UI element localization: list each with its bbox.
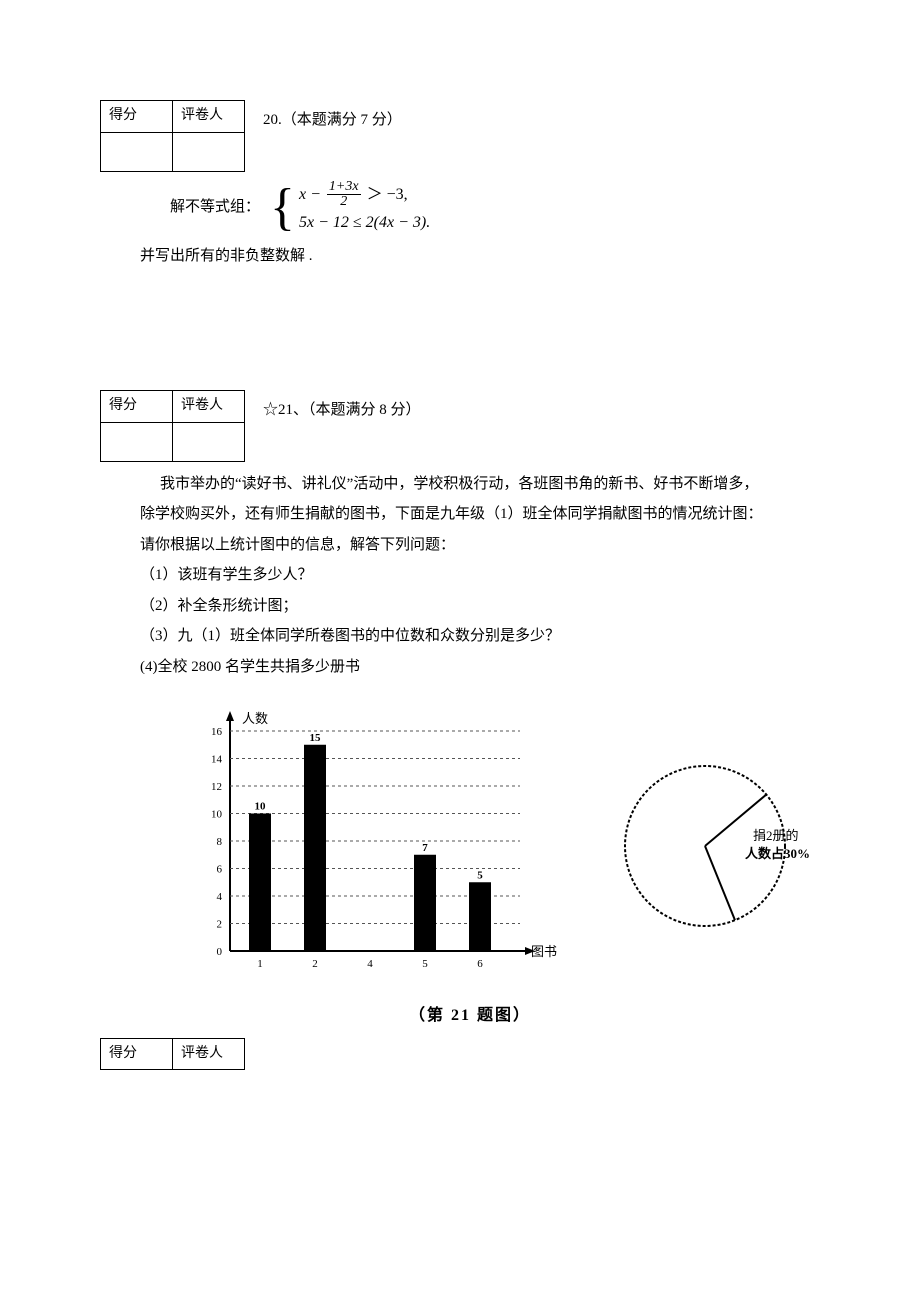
bar-chart: 0 2 4 6 8 10 12 14 16 人数 10 1 15 2 4 7 5 5 6 图书（册） [180,701,560,991]
q20-prefix: 解不等式组： [170,193,260,222]
pie-chart: 捐2册的人数占30% [610,746,820,946]
svg-text:4: 4 [217,891,223,903]
svg-text:7: 7 [422,842,428,854]
svg-text:6: 6 [217,864,223,876]
svg-text:4: 4 [367,958,373,970]
q20-title: 20.（本题满分 7 分） [263,106,402,135]
eq-line-2: 5x − 12 ≤ 2(4x − 3). [299,210,430,236]
svg-text:15: 15 [310,732,322,744]
score-header-score: 得分 [101,391,173,423]
left-brace-icon: { [270,182,295,234]
score-header-marker: 评卷人 [173,391,245,423]
q21-para-3: 请你根据以上统计图中的信息，解答下列问题： [140,531,840,560]
svg-text:捐2册的: 捐2册的 [753,828,799,843]
figure-caption: （第 21 题图） [100,1001,840,1031]
svg-text:16: 16 [211,726,223,738]
svg-text:5: 5 [422,958,428,970]
svg-text:2: 2 [312,958,318,970]
score-table-q20: 得分 评卷人 [100,100,245,172]
q21-para-2: 除学校购买外，还有师生捐献的图书，下面是九年级（1）班全体同学捐献图书的情况统计… [140,500,840,529]
svg-text:人数占30%: 人数占30% [745,846,810,861]
q20-tail: 并写出所有的非负整数解 . [140,242,840,271]
marker-cell-empty [173,132,245,171]
svg-text:0: 0 [217,946,223,958]
svg-text:人数: 人数 [242,711,268,726]
q21-title: ☆21、（本题满分 8 分） [263,396,421,425]
score-cell-empty [101,132,173,171]
score-table-bottom: 得分 评卷人 [100,1038,245,1071]
score-header-score: 得分 [101,101,173,133]
svg-text:10: 10 [211,809,223,821]
q21-sub-4: (4)全校 2800 名学生共捐多少册书 [140,653,840,682]
svg-text:10: 10 [255,801,267,813]
score-header-marker: 评卷人 [173,101,245,133]
q21-header-row: 得分 评卷人 ☆21、（本题满分 8 分） [100,390,840,462]
score-header-marker: 评卷人 [173,1038,245,1070]
q21-sub-3: （3）九（1）班全体同学所卷图书的中位数和众数分别是多少？ [140,622,840,651]
svg-text:2: 2 [217,919,223,931]
svg-text:5: 5 [477,869,483,881]
q20-header-row: 得分 评卷人 20.（本题满分 7 分） [100,100,840,172]
svg-text:12: 12 [211,781,222,793]
svg-text:图书（册）: 图书（册） [531,944,560,959]
score-header-score: 得分 [101,1038,173,1070]
q21-para-1: 我市举办的“读好书、讲礼仪”活动中，学校积极行动，各班图书角的新书、好书不断增多… [160,470,840,499]
score-table-q21: 得分 评卷人 [100,390,245,462]
bottom-score-row: 得分 评卷人 [100,1038,840,1071]
q21-sub-1: （1）该班有学生多少人？ [140,561,840,590]
eq-line-1: x − 1+3x 2 ＞ −3, [299,180,430,210]
svg-text:8: 8 [217,836,223,848]
chart-area: 0 2 4 6 8 10 12 14 16 人数 10 1 15 2 4 7 5 5 6 图书（册） 捐2册的人数占3… [180,701,840,991]
svg-text:6: 6 [477,958,483,970]
q21-sub-2: （2）补全条形统计图； [140,592,840,621]
svg-text:1: 1 [257,958,263,970]
svg-text:14: 14 [211,754,223,766]
q20-inequality-block: 解不等式组： { x − 1+3x 2 ＞ −3, 5x − 12 ≤ 2(4x… [170,180,840,236]
